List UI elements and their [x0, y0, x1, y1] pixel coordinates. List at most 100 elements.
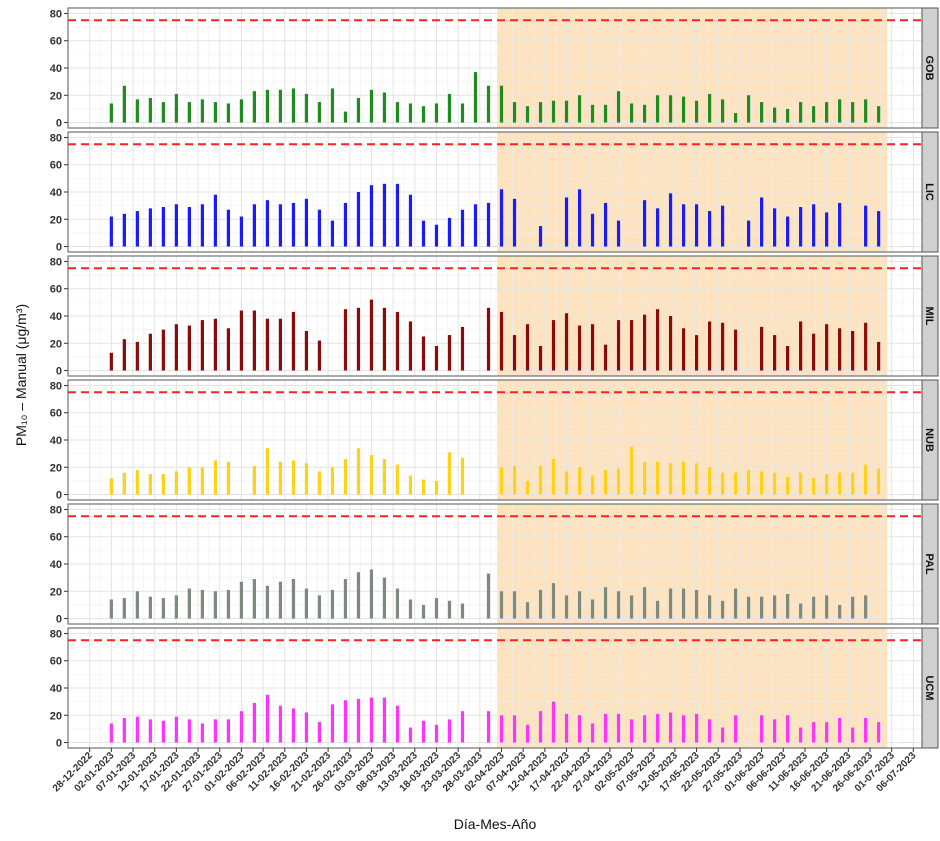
- bar: [200, 320, 204, 371]
- bar: [760, 102, 764, 123]
- bar: [512, 198, 517, 247]
- bar: [278, 204, 283, 247]
- bar: [122, 718, 126, 743]
- bar: [838, 604, 842, 619]
- bar: [655, 208, 660, 247]
- bar: [551, 583, 556, 619]
- bar: [421, 336, 426, 371]
- y-tick-label: 40: [50, 435, 62, 447]
- bar: [812, 478, 816, 495]
- bar: [447, 452, 452, 495]
- bar: [291, 202, 296, 247]
- bar: [122, 339, 126, 371]
- bar: [408, 194, 413, 247]
- bar: [226, 328, 230, 371]
- bar: [733, 588, 738, 619]
- bar: [421, 220, 426, 247]
- bar: [239, 216, 244, 247]
- bar: [499, 189, 504, 247]
- bar: [343, 309, 348, 371]
- bar: [135, 591, 139, 619]
- bar: [877, 722, 881, 743]
- bar: [356, 98, 361, 123]
- bar: [655, 600, 660, 619]
- bar: [564, 713, 569, 743]
- bar: [408, 727, 413, 743]
- bar: [343, 700, 348, 743]
- bar: [356, 307, 361, 371]
- bar: [486, 573, 491, 619]
- bar: [838, 202, 842, 247]
- bar: [877, 211, 881, 247]
- bar: [317, 595, 322, 619]
- bar: [629, 320, 634, 371]
- bar: [760, 197, 764, 247]
- bar: [577, 325, 582, 371]
- bar: [122, 472, 126, 495]
- bar: [460, 103, 465, 123]
- bar: [135, 470, 139, 495]
- bar: [825, 722, 829, 743]
- bar: [369, 299, 374, 371]
- bar: [304, 198, 309, 247]
- bar: [213, 460, 217, 495]
- bar: [135, 716, 139, 743]
- strip-label: GOB: [923, 55, 935, 80]
- bar: [122, 85, 126, 123]
- bar: [109, 599, 113, 619]
- bar: [760, 471, 764, 495]
- bar: [395, 311, 400, 371]
- bar: [161, 102, 165, 123]
- bar: [356, 698, 361, 743]
- bar: [499, 85, 504, 123]
- bar: [161, 598, 165, 619]
- bar: [720, 205, 725, 247]
- bar: [733, 113, 738, 123]
- bar: [291, 708, 296, 743]
- bar: [109, 478, 113, 495]
- bar: [330, 467, 335, 495]
- bar: [304, 93, 309, 123]
- bar: [148, 596, 152, 619]
- bar: [551, 100, 556, 123]
- bar: [877, 106, 881, 123]
- bar: [291, 311, 296, 371]
- bar: [447, 719, 452, 743]
- bar: [760, 715, 764, 743]
- bar: [812, 106, 816, 123]
- bar: [812, 722, 816, 743]
- bar: [642, 200, 647, 247]
- bar: [564, 595, 569, 619]
- bar: [642, 104, 647, 123]
- bar: [864, 718, 868, 743]
- strip: [921, 7, 939, 129]
- bar: [161, 720, 165, 743]
- bar: [265, 448, 270, 495]
- bar: [252, 91, 257, 123]
- bar: [616, 468, 621, 495]
- bar: [330, 589, 335, 619]
- y-tick-label: 40: [50, 311, 62, 323]
- bar: [486, 202, 491, 247]
- bar: [304, 463, 309, 495]
- bar: [265, 694, 270, 743]
- bar: [864, 322, 868, 371]
- bar: [122, 213, 126, 247]
- bar: [707, 595, 712, 619]
- bar: [239, 711, 244, 743]
- bar: [408, 321, 413, 371]
- bar: [226, 589, 230, 619]
- bar: [187, 325, 191, 371]
- bar: [720, 322, 725, 371]
- bar: [746, 95, 751, 123]
- bar: [773, 208, 777, 247]
- bar: [200, 589, 204, 619]
- bar: [447, 600, 452, 619]
- x-axis-label: Día-Mes-Año: [454, 816, 537, 832]
- bar: [590, 475, 595, 495]
- y-tick-label: 40: [50, 559, 62, 571]
- bar: [825, 474, 829, 495]
- bar: [616, 320, 621, 371]
- bar: [447, 335, 452, 371]
- bar: [525, 724, 530, 743]
